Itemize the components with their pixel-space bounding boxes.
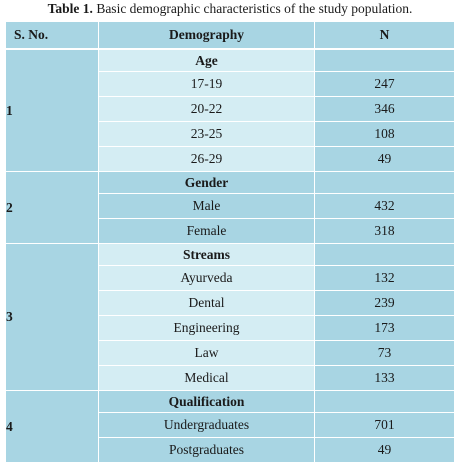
category-row: 2 Gender [5,171,455,244]
row-n: 132 [314,265,455,291]
header-sno: S. No. [5,21,99,50]
row-n: 133 [314,365,455,391]
group-sno: 3 [5,243,99,391]
row-label: 26-29 [98,146,315,172]
table-row: Ayurveda 132 [6,265,455,291]
table-row: Undergraduates 701 [6,412,455,438]
group-streams: 3 Streams Ayurveda 132 Dental 239 Engine… [5,243,455,391]
table-row: 23-25 108 [6,121,455,147]
category-row: 1 Age [5,48,455,172]
row-label: Male [98,193,315,219]
group-sno: 1 [5,48,99,172]
row-label: 17-19 [98,71,315,97]
row-label: Postgraduates [98,437,315,463]
category-label: Qualification [98,390,315,413]
row-n: 108 [314,121,455,147]
table-caption-label: Table 1. [47,1,93,16]
row-label: 20-22 [98,96,315,122]
row-n: 247 [314,71,455,97]
category-n-empty [314,48,455,72]
table-row: Dental 239 [6,290,455,316]
row-label: Engineering [98,315,315,341]
category-n-empty [314,390,455,413]
header-demography: Demography [98,21,315,50]
table-caption: Table 1. Basic demographic characteristi… [0,0,460,20]
table-row: Female 318 [6,218,455,244]
row-label: Medical [98,365,315,391]
demographics-table: S. No. Demography N 1 Age 17-19 247 20-2… [5,21,455,463]
group-gender: 2 Gender Male 432 Female 318 [5,171,455,244]
group-sno: 4 [5,390,99,463]
table-header-row: S. No. Demography N [5,21,455,50]
table-caption-text: Basic demographic characteristics of the… [96,1,413,16]
row-n: 432 [314,193,455,219]
category-n-empty [314,171,455,194]
row-label: Female [98,218,315,244]
category-n-empty [314,243,455,266]
row-n: 318 [314,218,455,244]
category-row: 3 Streams [5,243,455,391]
row-label: Dental [98,290,315,316]
row-n: 49 [314,437,455,463]
row-n: 49 [314,146,455,172]
row-label: Undergraduates [98,412,315,438]
row-n: 73 [314,340,455,366]
header-n: N [314,21,455,50]
row-n: 346 [314,96,455,122]
group-qualification: 4 Qualification Undergraduates 701 Postg… [5,390,455,463]
row-label: Law [98,340,315,366]
category-label: Streams [98,243,315,266]
row-n: 701 [314,412,455,438]
row-label: 23-25 [98,121,315,147]
table-row: Medical 133 [6,365,455,391]
group-age: 1 Age 17-19 247 20-22 346 23-25 108 26-2… [5,48,455,172]
table-row: Postgraduates 49 [6,437,455,463]
group-sno: 2 [5,171,99,244]
row-label: Ayurveda [98,265,315,291]
row-n: 173 [314,315,455,341]
category-row: 4 Qualification [5,390,455,463]
category-label: Gender [98,171,315,194]
category-label: Age [98,48,315,72]
table-row: Male 432 [6,193,455,219]
table-row: Law 73 [6,340,455,366]
table-row: 26-29 49 [6,146,455,172]
table-row: 17-19 247 [6,71,455,97]
row-n: 239 [314,290,455,316]
